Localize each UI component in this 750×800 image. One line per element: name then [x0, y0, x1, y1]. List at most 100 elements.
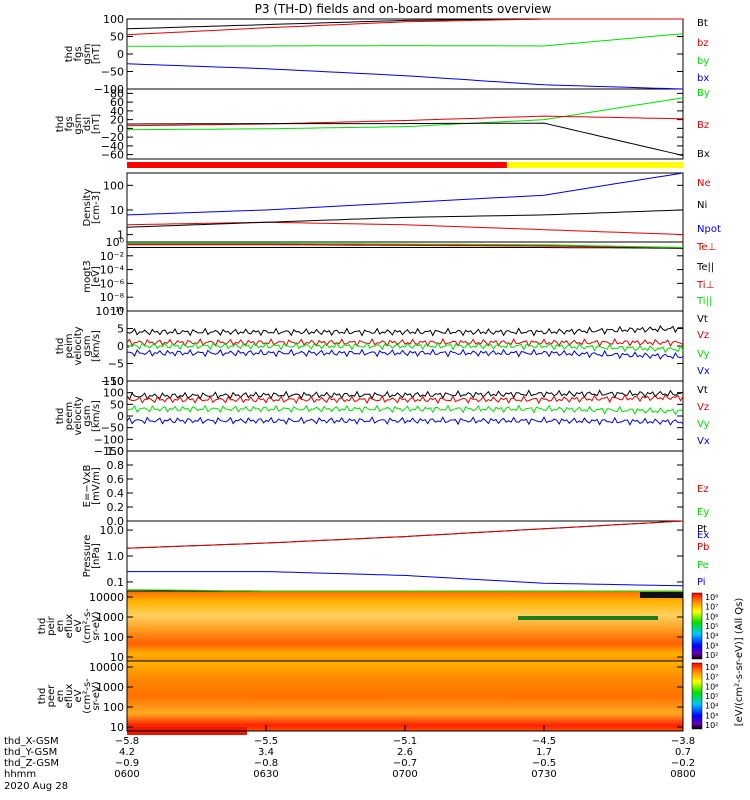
- colorbar-upper-tick-0: 10⁸: [705, 593, 718, 602]
- fgs-gse-bfield-ytick-label-0: 80: [110, 87, 124, 100]
- xaxis-row-3-value-1: 0630: [253, 769, 278, 780]
- series-density-Ni: [126, 209, 684, 228]
- peim-velocity-ylabel-line-0: thd: [55, 338, 66, 355]
- colorbar-upper-tick-1: 10⁷: [705, 603, 718, 612]
- xaxis-row-3-value-4: 0800: [670, 769, 695, 780]
- peem-velocity-ytick-label-3: 0: [117, 410, 124, 423]
- peer-spectrogram-ytick-label-2: 100: [103, 701, 124, 714]
- xaxis-row-3-value-0: 0600: [114, 769, 139, 780]
- peem-velocity-ytick-label-2: 50: [110, 398, 124, 411]
- peem-velocity-ytick-label-6: −150: [94, 445, 124, 458]
- fgs-gse-bfield-ytick-label-4: 0: [117, 122, 124, 135]
- colorbar-lower-tick-6: 10²: [705, 721, 718, 730]
- peer-spectrogram-ytick-label-1: 1000: [96, 681, 124, 694]
- density-ytick-label-1: 10: [110, 204, 124, 217]
- xaxis-row-label-0: thd_X-GSM: [4, 736, 59, 747]
- peim-velocity-legend-3: Vx: [697, 366, 710, 377]
- density-legend-0: Ne: [697, 178, 711, 189]
- xaxis-row-3-value-2: 0700: [392, 769, 417, 780]
- fgs-gse-bfield-ytick-label-2: 40: [110, 105, 124, 118]
- series-pressure-Pi: [127, 571, 684, 587]
- series-density-Ne: [126, 221, 684, 236]
- series-peem-velocity-Vz: [126, 393, 684, 405]
- peem-velocity-ytick-label-1: 100: [103, 387, 124, 400]
- peir-dense-band: [518, 616, 658, 620]
- colorbar-lower-tick-4: 10⁴: [705, 702, 718, 711]
- xaxis-row-1-value-1: 3.4: [258, 747, 274, 758]
- efield-legend-0: Ez: [697, 484, 709, 495]
- xaxis-row-0-value-1: −5.5: [254, 736, 278, 747]
- xaxis-row-label-2: thd_Z-GSM: [4, 758, 59, 769]
- peir-spectrogram-ytick-label-1: 1000: [96, 611, 124, 624]
- fgs-gsm-bfield-ylabel-line-2: gsm: [82, 43, 93, 64]
- fgs-gsm-bfield-ytick-label-0: 100: [103, 13, 124, 26]
- fgs-gse-bfield-legend-0: By: [697, 88, 710, 99]
- xaxis-row-2-value-4: −0.2: [671, 758, 695, 769]
- efield-ytick-label-1: 0.8: [107, 459, 125, 472]
- peir-dropout: [640, 592, 683, 598]
- efield-ytick-label-3: 0.4: [107, 487, 125, 500]
- peim-velocity-ytick-label-2: 0: [117, 340, 124, 353]
- peim-velocity-ytick-label-0: 10: [110, 305, 124, 318]
- colorbar-upper-tick-3: 10⁵: [705, 622, 718, 631]
- peem-velocity-legend-3: Vx: [697, 436, 710, 447]
- colorbar-upper: [691, 592, 703, 660]
- temperature-ylabel-line-1: [eV]: [91, 266, 102, 287]
- peir-spectrogram-ytick-label-0: 10000: [89, 591, 124, 604]
- peer-spectrogram-ylabel-line-3: eflux: [64, 684, 75, 709]
- series-temperature-Te||: [127, 247, 683, 249]
- mode-bar-segment-1: [506, 162, 683, 168]
- efield-ylabel-line-1: [mV/m]: [91, 467, 102, 505]
- peem-velocity-ylabel-line-0: thd: [55, 408, 66, 425]
- chart-title: P3 (TH-D) fields and on-board moments ov…: [255, 2, 552, 16]
- fgs-gse-bfield-ytick-label-5: −20: [101, 131, 124, 144]
- fgs-gse-bfield-ylabel-line-4: [nT]: [91, 114, 102, 134]
- fgs-gse-bfield-ytick-label-6: −40: [101, 140, 124, 153]
- peer-spectrogram-ytick-label-3: 10: [110, 721, 124, 734]
- peim-velocity-ylabel-line-1: peim: [64, 333, 75, 358]
- efield-ylabel-line-0: E=−VxB: [82, 465, 93, 508]
- pressure-legend-3: Pi: [697, 577, 706, 588]
- peim-velocity-ylabel-line-3: gsm: [82, 335, 93, 356]
- peem-velocity-ylabel-line-3: gsm: [82, 405, 93, 426]
- xaxis-row-2-value-2: −0.7: [393, 758, 417, 769]
- fgs-gse-bfield-ytick-label-7: −60: [101, 149, 124, 162]
- density-legend-1: Ni: [697, 200, 707, 211]
- colorbar-lower-tick-0: 10⁸: [705, 663, 718, 672]
- fgs-gse-bfield-legend-2: Bx: [697, 149, 710, 160]
- series-temperature-Ti⊥: [127, 244, 684, 248]
- temperature-ytick-label-4: 10⁻⁸: [100, 291, 125, 304]
- colorbar-label: [eV/(cm²-s-sr-eV)] (All Qs): [734, 598, 745, 727]
- efield-ytick-label-4: 0.2: [107, 501, 125, 514]
- peer-spectrogram-ylabel-line-0: thd: [37, 688, 48, 705]
- peer-spectrogram-image: [127, 661, 683, 731]
- peem-velocity-ylabel-line-2: velocity: [73, 396, 84, 435]
- xaxis-row-label-3: hhmm: [4, 769, 36, 780]
- fgs-gsm-bfield-legend-1: bz: [697, 38, 709, 49]
- peir-spectrogram-ytick-label-2: 100: [103, 631, 124, 644]
- efield-legend-2: Ex: [697, 530, 709, 541]
- peim-velocity-ytick-label-3: −5: [108, 358, 124, 371]
- xaxis-row-1-value-0: 4.2: [119, 747, 135, 758]
- peem-velocity-legend-2: Vy: [697, 419, 710, 430]
- peer-spectrogram-ytick-label-0: 10000: [89, 661, 124, 674]
- pressure-ytick-label-0: 10.0: [100, 524, 125, 537]
- fgs-gse-bfield-ytick-label-3: 20: [110, 114, 124, 127]
- panel-pressure: 10.0 1.0 0.1 Pressure[nPa] Pt Pb Pe Pi: [82, 520, 709, 592]
- peem-velocity-legend-1: Vz: [697, 402, 709, 413]
- peer-spectrogram-ylabel-line-2: en: [55, 690, 66, 703]
- peir-spectrogram-image: [127, 591, 683, 661]
- peer-spectrogram-ylabel-line-5: (cm²-s-: [82, 678, 93, 714]
- peir-spectrogram-ylabel-line-3: eflux: [64, 614, 75, 639]
- peem-velocity-ytick-label-4: −50: [101, 422, 124, 435]
- xaxis-row-label-1: thd_Y-GSM: [4, 747, 57, 758]
- xaxis-row-1-value-4: 0.7: [675, 747, 691, 758]
- pressure-ylabel-line-0: Pressure: [82, 535, 93, 578]
- peim-velocity-legend-1: Vz: [697, 330, 709, 341]
- series-peim-velocity-Vy: [126, 341, 684, 354]
- pressure-ytick-label-1: 1.0: [107, 550, 125, 563]
